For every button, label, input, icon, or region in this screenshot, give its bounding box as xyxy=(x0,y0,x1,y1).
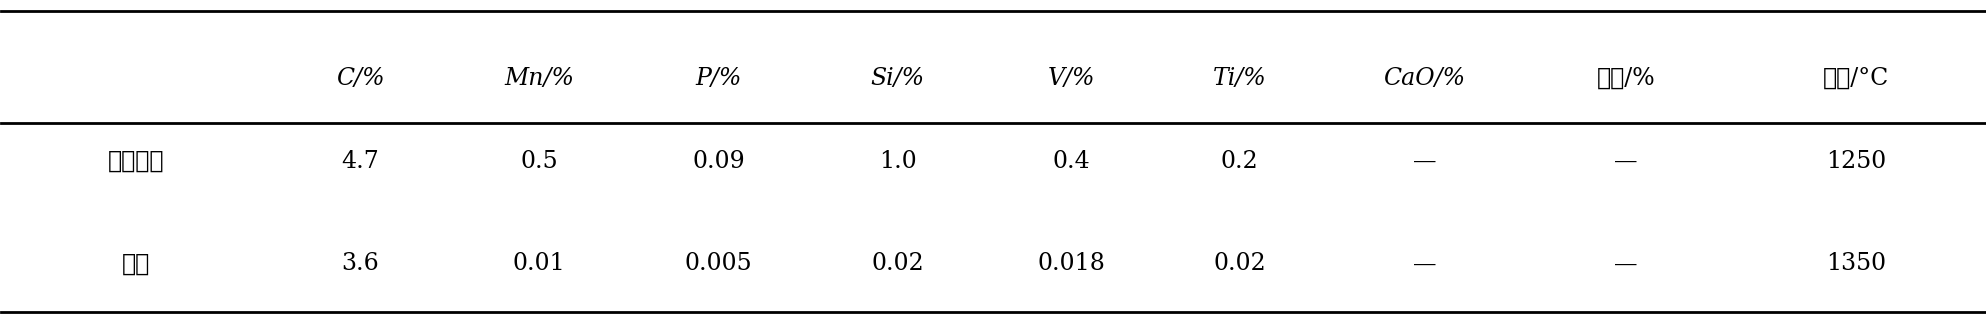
Text: —: — xyxy=(1615,150,1638,173)
Text: —: — xyxy=(1412,150,1436,173)
Text: 4.7: 4.7 xyxy=(342,150,379,173)
Text: —: — xyxy=(1615,253,1638,276)
Text: 0.5: 0.5 xyxy=(520,150,558,173)
Text: CaO/%: CaO/% xyxy=(1384,67,1466,90)
Text: 0.4: 0.4 xyxy=(1053,150,1090,173)
Text: 1350: 1350 xyxy=(1825,253,1887,276)
Text: P/%: P/% xyxy=(695,67,741,90)
Text: C/%: C/% xyxy=(336,67,383,90)
Text: 1250: 1250 xyxy=(1825,150,1887,173)
Text: 3.6: 3.6 xyxy=(342,253,379,276)
Text: 0.01: 0.01 xyxy=(512,253,566,276)
Text: 0.02: 0.02 xyxy=(1213,253,1265,276)
Text: Mn/%: Mn/% xyxy=(504,67,574,90)
Text: 0.005: 0.005 xyxy=(685,253,753,276)
Text: Ti/%: Ti/% xyxy=(1213,67,1267,90)
Text: V/%: V/% xyxy=(1049,67,1094,90)
Text: 0.2: 0.2 xyxy=(1221,150,1259,173)
Text: 0.018: 0.018 xyxy=(1037,253,1106,276)
Text: 含钒铁水: 含钒铁水 xyxy=(107,150,165,173)
Text: 1.0: 1.0 xyxy=(880,150,918,173)
Text: —: — xyxy=(1412,253,1436,276)
Text: 温度/°C: 温度/°C xyxy=(1823,67,1889,90)
Text: 0.09: 0.09 xyxy=(691,150,745,173)
Text: 0.02: 0.02 xyxy=(872,253,923,276)
Text: 烧损/%: 烧损/% xyxy=(1597,67,1656,90)
Text: Si/%: Si/% xyxy=(870,67,925,90)
Text: 半锂: 半锂 xyxy=(121,253,151,276)
